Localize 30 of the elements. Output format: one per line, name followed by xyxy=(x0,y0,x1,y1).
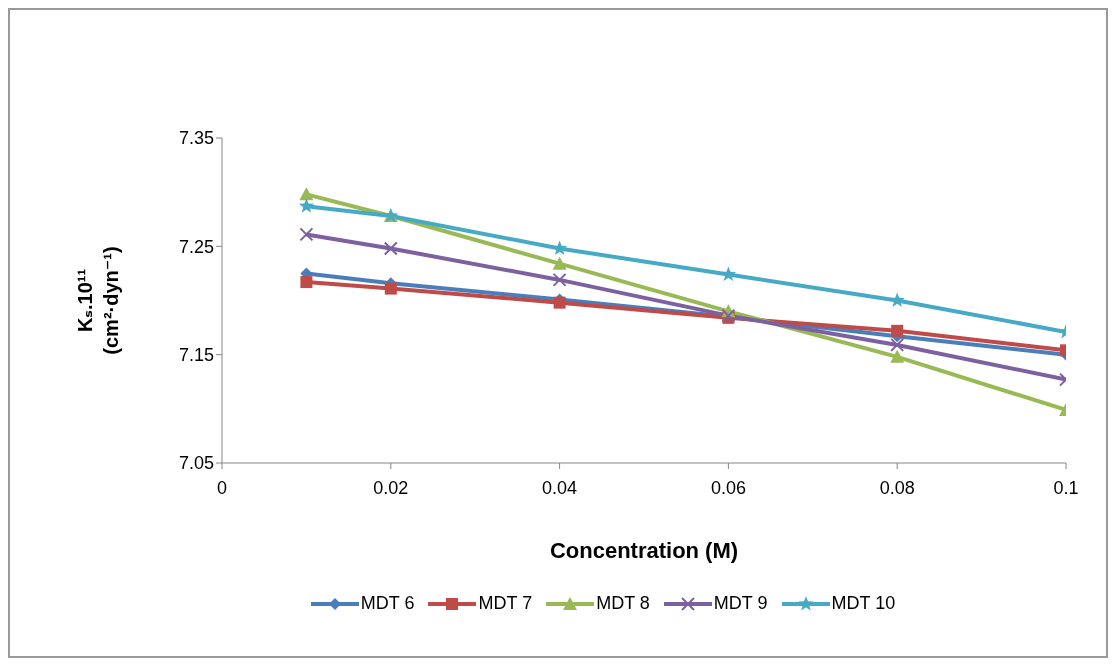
legend-label: MDT 8 xyxy=(596,593,650,614)
point xyxy=(552,256,567,270)
legend-label: MDT 10 xyxy=(831,593,896,614)
x-axis-title: Concentration (M) xyxy=(549,538,739,563)
y-tick-label: 7.35 xyxy=(178,128,214,149)
x-tick-label: 0.04 xyxy=(542,477,578,498)
point xyxy=(891,324,904,337)
x-tick-label: 0.08 xyxy=(879,477,915,498)
point xyxy=(383,241,398,256)
x-tick-label: 0.06 xyxy=(710,477,746,498)
legend-label: MDT 7 xyxy=(478,593,533,614)
point xyxy=(720,266,737,281)
point xyxy=(299,227,314,242)
point xyxy=(384,282,397,295)
legend-label: MDT 6 xyxy=(360,593,415,614)
x-tick-label: 0 xyxy=(216,477,228,498)
point xyxy=(300,276,313,289)
point xyxy=(299,187,314,201)
point xyxy=(890,349,905,363)
point xyxy=(552,272,567,287)
x-tick-label: 0.1 xyxy=(1053,477,1079,498)
point xyxy=(298,198,315,213)
y-tick-label: 7.05 xyxy=(178,453,214,474)
x-tick-label: 0.02 xyxy=(373,477,409,498)
y-tick-label: 7.25 xyxy=(178,236,214,257)
legend-label: MDT 9 xyxy=(713,593,768,614)
point xyxy=(889,292,905,307)
y-tick-label: 7.15 xyxy=(178,345,214,366)
point xyxy=(890,337,905,352)
y-axis-title: Kₛ.10¹¹ (cm²·dyn⁻¹) xyxy=(74,246,122,355)
